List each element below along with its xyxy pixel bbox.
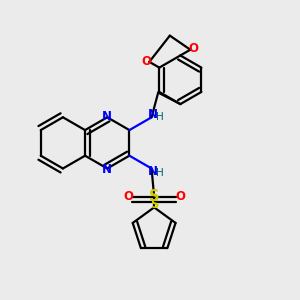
Text: O: O — [175, 190, 185, 203]
Text: O: O — [188, 43, 198, 56]
Text: N: N — [148, 165, 158, 178]
Text: O: O — [142, 55, 152, 68]
Text: N: N — [148, 108, 158, 121]
Text: H: H — [156, 168, 164, 178]
Text: N: N — [102, 163, 112, 176]
Text: N: N — [102, 110, 112, 123]
Text: O: O — [123, 190, 133, 203]
Text: H: H — [156, 112, 164, 122]
Text: S: S — [149, 189, 159, 204]
Text: S: S — [150, 198, 158, 211]
